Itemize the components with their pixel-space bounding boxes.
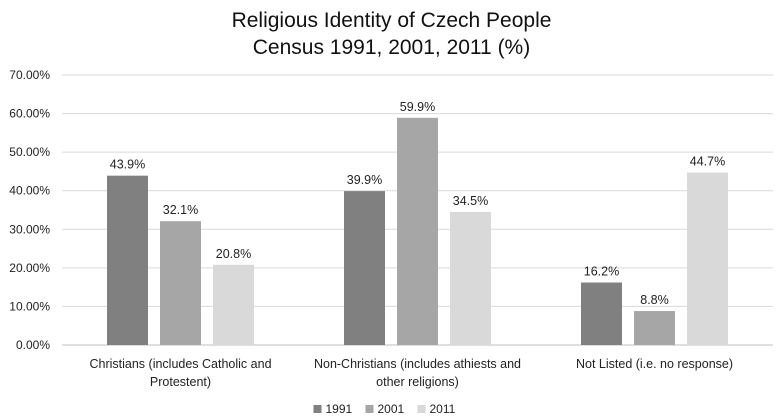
bars [107, 117, 728, 345]
category-labels: Christians (includes Catholic and Protest… [89, 357, 733, 389]
chart-title: Religious Identity of Czech People Census… [232, 9, 552, 59]
legend-label: 2011 [430, 402, 456, 416]
category-label: Christians (includes Catholic and [89, 357, 271, 371]
y-tick-label: 0.00% [16, 338, 50, 352]
data-label: 39.9% [347, 173, 382, 187]
y-tick-label: 30.00% [9, 222, 50, 236]
legend-label: 1991 [326, 402, 353, 416]
legend-label: 2001 [378, 402, 405, 416]
bar-1991 [581, 282, 622, 345]
data-labels: 43.9% 32.1% 20.8% 39.9% 59.9% 34.5% 16.2% 8.8% 4… [110, 100, 725, 307]
y-axis-ticks: 0.00% 10.00% 20.00% 30.00% 40.00% 50.00% 60.00… [9, 68, 50, 352]
data-label: 32.1% [163, 203, 198, 217]
y-tick-label: 20.00% [9, 261, 50, 275]
legend-swatch [365, 405, 374, 413]
data-label: 44.7% [690, 155, 725, 169]
bar-2001 [160, 221, 201, 345]
bar-1991 [344, 191, 385, 345]
y-tick-label: 70.00% [9, 68, 50, 82]
y-tick-label: 10.00% [9, 299, 50, 313]
data-label: 43.9% [110, 158, 145, 172]
bar-2011 [450, 211, 491, 345]
bar-2001 [397, 117, 438, 345]
category-label: Protestent) [150, 375, 211, 389]
bar-2011 [687, 172, 728, 345]
legend: 1991 2001 2011 [313, 402, 456, 416]
chart-title-line: Census 1991, 2001, 2011 (%) [253, 36, 530, 59]
legend-swatch [313, 405, 322, 413]
bar-2001 [634, 311, 675, 345]
legend-swatch [417, 405, 426, 413]
y-tick-label: 40.00% [9, 184, 50, 198]
y-tick-label: 50.00% [9, 145, 50, 159]
y-tick-label: 60.00% [9, 107, 50, 121]
category-label: Not Listed (i.e. no response) [576, 357, 733, 371]
data-label: 34.5% [453, 194, 488, 208]
data-label: 8.8% [640, 293, 669, 307]
bar-2011 [213, 264, 254, 345]
category-label: Non-Christians (includes athiests and [314, 357, 521, 371]
data-label: 20.8% [216, 247, 251, 261]
bar-1991 [107, 175, 148, 345]
chart-title-line: Religious Identity of Czech People [232, 9, 552, 32]
category-label: other religions) [376, 375, 459, 389]
data-label: 59.9% [400, 100, 435, 114]
data-label: 16.2% [584, 265, 619, 279]
